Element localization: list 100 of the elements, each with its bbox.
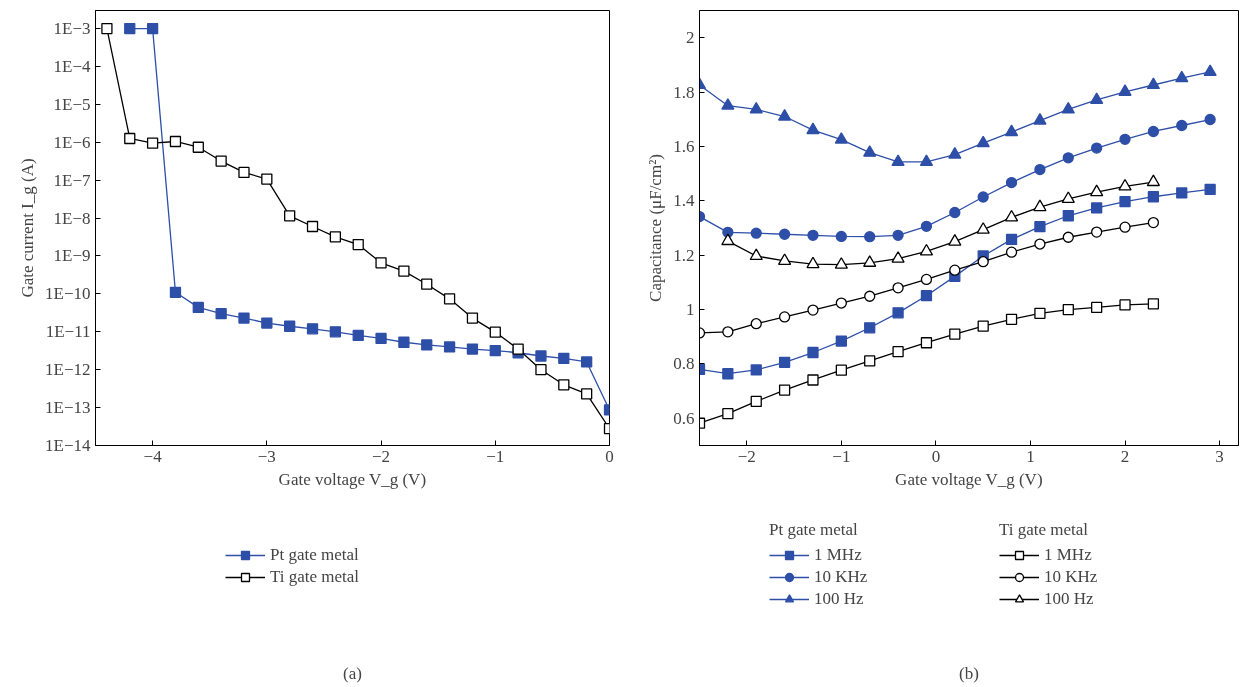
legend-label: 100 Hz <box>814 589 864 609</box>
x-tick-label: −1 <box>486 446 505 466</box>
point <box>892 229 904 241</box>
point <box>806 256 820 269</box>
point <box>1203 64 1217 77</box>
y-tick-label: 0.6 <box>673 408 695 428</box>
point <box>864 355 876 367</box>
point <box>949 206 961 219</box>
point <box>169 286 182 298</box>
point <box>535 364 547 376</box>
point <box>891 251 905 263</box>
point <box>948 234 962 246</box>
point <box>512 343 524 355</box>
point <box>421 278 433 290</box>
text: Pt gate metal <box>769 520 858 539</box>
y-tick-label: 1E−10 <box>45 284 91 304</box>
point <box>919 243 934 256</box>
legend-label: 100 Hz <box>1044 589 1094 609</box>
point <box>1147 298 1160 310</box>
y-tick-label: 1E−12 <box>45 360 91 380</box>
point <box>329 231 342 243</box>
y-tick-label: 1E−13 <box>45 398 91 418</box>
point <box>977 191 989 203</box>
text: Ti gate metal <box>999 520 1089 539</box>
point <box>1005 246 1018 258</box>
y-tick-label: 2 <box>686 28 695 48</box>
y-tick-label: 1E−5 <box>53 94 91 114</box>
point <box>169 135 182 148</box>
point <box>1034 307 1046 320</box>
point <box>215 308 227 320</box>
point <box>1062 152 1074 164</box>
point <box>261 317 273 329</box>
point <box>124 22 136 35</box>
point <box>1091 226 1103 238</box>
point <box>466 312 479 324</box>
y-tick-label: 1E−11 <box>45 322 91 342</box>
point <box>1147 125 1160 138</box>
point <box>1004 209 1019 222</box>
point <box>749 248 763 261</box>
point <box>284 320 296 332</box>
legend-label: Pt gate metal <box>270 545 359 565</box>
point <box>329 326 342 338</box>
point <box>778 311 791 323</box>
point <box>778 228 791 240</box>
point <box>398 336 410 348</box>
point <box>807 304 819 316</box>
point <box>750 227 762 239</box>
point <box>750 318 762 330</box>
point <box>835 335 847 347</box>
point <box>920 220 933 233</box>
y-axis-title: Capacitance (μF/cm²) <box>646 154 666 302</box>
point <box>1090 92 1104 105</box>
x-axis-title: Gate voltage V_g (V) <box>278 469 427 489</box>
point <box>1062 210 1074 222</box>
point <box>398 265 410 277</box>
y-tick-label: 1E−8 <box>53 208 91 228</box>
point <box>920 337 933 349</box>
point <box>834 257 848 269</box>
point <box>721 233 735 246</box>
x-tick-label: 3 <box>1215 446 1224 466</box>
point <box>581 356 593 368</box>
point <box>892 346 904 358</box>
point <box>750 364 762 376</box>
point <box>1061 191 1075 204</box>
x-tick-label: 1 <box>1026 446 1035 466</box>
point <box>375 332 387 345</box>
y-tick-label: 1.6 <box>673 136 695 156</box>
point <box>284 210 296 222</box>
point <box>1118 178 1132 191</box>
point <box>238 312 250 324</box>
x-tick-label: −4 <box>143 446 163 466</box>
point <box>949 328 961 340</box>
point <box>834 132 848 144</box>
point <box>1005 233 1018 246</box>
point <box>1034 220 1046 233</box>
point <box>721 98 735 110</box>
point <box>777 108 792 121</box>
legend-label: Ti gate metal <box>270 567 360 587</box>
point <box>1175 70 1189 83</box>
point <box>976 222 990 234</box>
point <box>777 253 792 266</box>
y-tick-label: 1.4 <box>673 191 695 211</box>
y-tick-label: 1E−7 <box>53 170 91 190</box>
point <box>238 166 250 179</box>
point <box>892 282 904 294</box>
point <box>722 368 734 380</box>
point <box>352 329 364 342</box>
point <box>835 230 847 243</box>
point <box>1091 301 1103 314</box>
point <box>864 290 876 302</box>
point <box>1118 84 1132 96</box>
point <box>535 350 547 362</box>
y-tick-label: 1E−6 <box>53 132 91 152</box>
y-tick-label: 1.2 <box>673 245 695 265</box>
point <box>806 122 820 135</box>
point <box>1176 187 1188 199</box>
point <box>1033 199 1047 212</box>
point <box>920 290 933 302</box>
point <box>807 346 819 359</box>
text: (a) <box>343 663 362 683</box>
